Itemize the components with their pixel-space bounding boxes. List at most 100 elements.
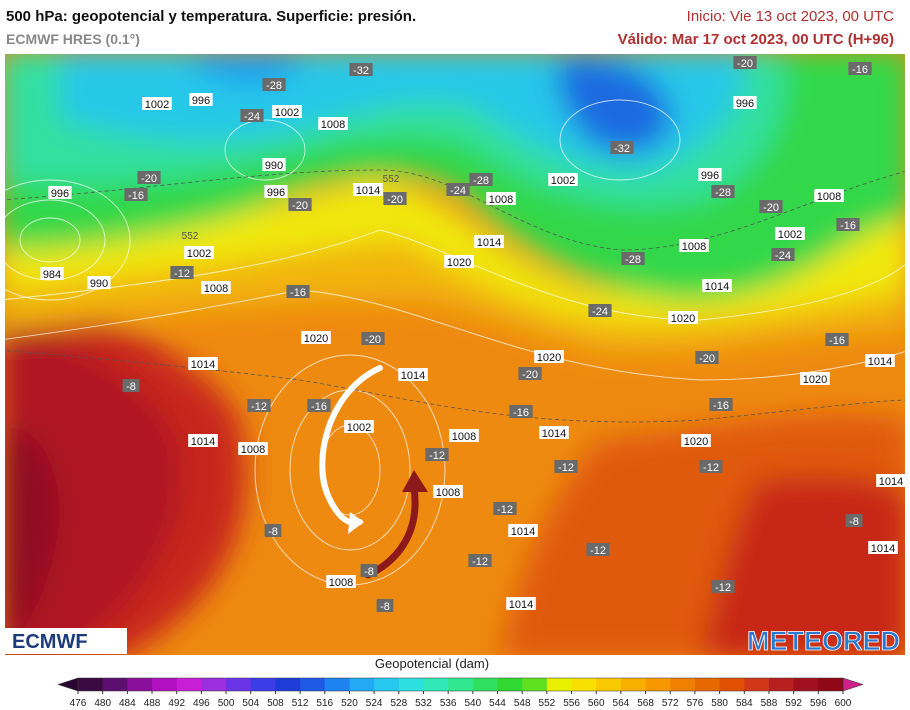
pressure-label: 1014 xyxy=(477,237,501,249)
colorbar-bin xyxy=(596,678,622,691)
pressure-label-box xyxy=(353,183,383,196)
pressure-label-box xyxy=(264,185,288,198)
pressure-label: 1020 xyxy=(671,313,695,325)
colorbar-tick-label: 508 xyxy=(267,698,284,709)
colorbar-frame xyxy=(77,677,844,692)
pressure-label: 1008 xyxy=(204,283,228,295)
colorbar-tick-label: 548 xyxy=(514,698,531,709)
map-field: 1002 996 1002 1008 990 996 996 984 990 1002 1008 10… xyxy=(5,54,905,655)
pressure-label-box xyxy=(506,597,536,610)
temperature-label-box xyxy=(518,367,542,380)
temperature-label: -32 xyxy=(614,143,630,155)
colorbar-bin xyxy=(78,678,104,691)
valid-date: Válido: Mar 17 oct 2023, 00 UTC (H+96) xyxy=(617,31,894,48)
temperature-label: -28 xyxy=(266,80,282,92)
colorbar-over xyxy=(842,677,864,692)
pressure-label-box xyxy=(539,426,569,439)
pressure-label-box xyxy=(433,485,463,498)
temperature-label-box xyxy=(446,183,470,196)
colorbar-bin xyxy=(497,678,523,691)
colorbar-tick-label: 476 xyxy=(70,698,87,709)
temperature-label: -28 xyxy=(473,175,489,187)
colorbar-tick-label: 556 xyxy=(563,698,580,709)
colorbar-bin xyxy=(645,678,671,691)
pressure-label: 1008 xyxy=(436,487,460,499)
colorbar-bin xyxy=(201,678,227,691)
temperature-label-box xyxy=(170,266,194,279)
temperature-label-box xyxy=(771,248,795,261)
pressure-label: 996 xyxy=(192,95,210,107)
temperature-label-box xyxy=(711,185,735,198)
colorbar-tick-label: 504 xyxy=(242,698,259,709)
colorbar-tick-label: 480 xyxy=(94,698,111,709)
colorbar-tick-label: 528 xyxy=(390,698,407,709)
colorbar-bin xyxy=(324,678,350,691)
pressure-label-box xyxy=(679,239,709,252)
pressure-label-box xyxy=(189,93,213,106)
pressure-label: 1008 xyxy=(241,444,265,456)
colorbar-tick-label: 584 xyxy=(736,698,753,709)
title: 500 hPa: geopotencial y temperatura. Sup… xyxy=(6,8,417,25)
pressure-label: 1020 xyxy=(803,374,827,386)
temperature-label: -16 xyxy=(829,335,845,347)
colorbar-bin xyxy=(250,678,276,691)
pressure-label: 996 xyxy=(736,98,754,110)
colorbar-bin xyxy=(349,678,375,691)
temperature-label: -16 xyxy=(311,401,327,413)
colorbar-bin xyxy=(522,678,548,691)
pressure-label: 1014 xyxy=(705,281,729,293)
colorbar-bin xyxy=(102,678,128,691)
temperature-label-box xyxy=(286,285,310,298)
colorbar-bin xyxy=(472,678,499,691)
colorbar-tick-label: 568 xyxy=(637,698,654,709)
pressure-label: 1014 xyxy=(401,370,425,382)
pressure-label-box xyxy=(733,96,757,109)
pressure-label: 1020 xyxy=(684,436,708,448)
pressure-label: 996 xyxy=(701,170,719,182)
colorbar-tick-label: 496 xyxy=(193,698,210,709)
pressure-label: 1020 xyxy=(447,257,471,269)
pressure-label: 1014 xyxy=(356,185,380,197)
temperature-label-box xyxy=(825,333,849,346)
temperature-label-box xyxy=(588,304,612,317)
colorbar-tick-label: 576 xyxy=(687,698,704,709)
pressure-label: 1008 xyxy=(489,194,513,206)
temperature-label-box xyxy=(349,63,373,76)
pressure-label-box xyxy=(548,173,578,186)
colorbar-bin xyxy=(374,678,400,691)
pressure-label-box xyxy=(142,97,172,110)
temperature-label-box xyxy=(509,405,533,418)
temperature-label: -28 xyxy=(715,187,731,199)
pressure-label-box xyxy=(775,227,805,240)
temperature-label-box xyxy=(264,524,282,537)
colorbar-bin xyxy=(275,678,301,691)
colorbar-bin xyxy=(176,678,202,691)
temperature-label-box xyxy=(759,200,783,213)
pressure-label-box xyxy=(344,420,374,433)
pressure-label-box xyxy=(698,168,722,181)
pressure-label-box xyxy=(238,442,268,455)
pressure-label: 996 xyxy=(51,188,69,200)
pressure-label-box xyxy=(188,357,218,370)
pressure-label-box xyxy=(201,281,231,294)
pressure-label-box xyxy=(474,235,504,248)
pressure-label-box xyxy=(702,279,732,292)
temperature-label-box xyxy=(699,460,723,473)
temperature-label: -16 xyxy=(513,407,529,419)
pressure-label-box xyxy=(508,524,538,537)
temperature-label: -16 xyxy=(840,220,856,232)
pressure-label: 1014 xyxy=(509,599,533,611)
temperature-label: -8 xyxy=(380,601,390,613)
pressure-label-box xyxy=(865,354,895,367)
pressure-label: 1014 xyxy=(871,543,895,555)
temperature-label-box xyxy=(360,564,378,577)
temperature-label-box xyxy=(468,554,492,567)
pressure-label: 1014 xyxy=(542,428,566,440)
colorbar-tick-label: 552 xyxy=(539,698,556,709)
temperature-label-box xyxy=(836,218,860,231)
pressure-label: 1008 xyxy=(817,191,841,203)
logo-box xyxy=(5,628,127,654)
pressure-label-box xyxy=(318,117,348,130)
temperature-label: -12 xyxy=(472,556,488,568)
pressure-label: 990 xyxy=(90,278,108,290)
